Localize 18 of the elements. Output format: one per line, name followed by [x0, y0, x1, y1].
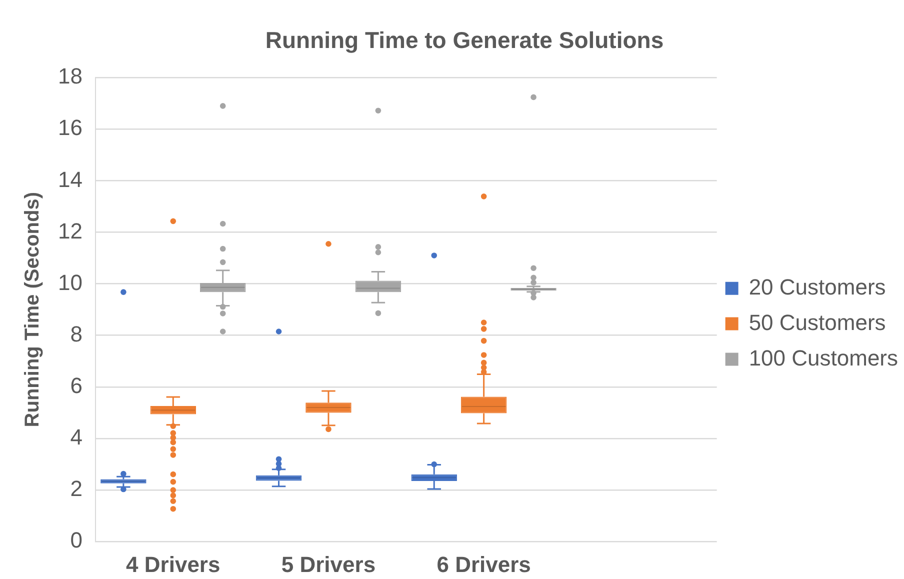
chart-title: Running Time to Generate Solutions	[265, 27, 664, 54]
y-tick-label: 0	[70, 528, 82, 553]
x-tick-label: 6 Drivers	[436, 552, 531, 577]
legend-label: 50 Customers	[748, 310, 886, 335]
x-tick-label: 5 Drivers	[281, 552, 376, 577]
y-tick-label: 12	[58, 218, 82, 244]
x-tick-label: 4 Drivers	[126, 552, 220, 577]
legend-label: 20 Customers	[748, 274, 886, 300]
y-tick-label: 10	[58, 270, 82, 295]
y-tick-label: 6	[70, 372, 82, 398]
y-tick-label: 14	[58, 166, 82, 192]
y-tick-label: 16	[58, 115, 82, 140]
y-tick-label: 4	[70, 424, 82, 450]
y-tick-label: 8	[70, 321, 82, 346]
y-axis-title: Running Time (Seconds)	[22, 192, 44, 428]
legend-label: 100 Customers	[748, 345, 898, 370]
y-tick-label: 18	[58, 64, 82, 89]
y-tick-label: 2	[70, 476, 82, 502]
